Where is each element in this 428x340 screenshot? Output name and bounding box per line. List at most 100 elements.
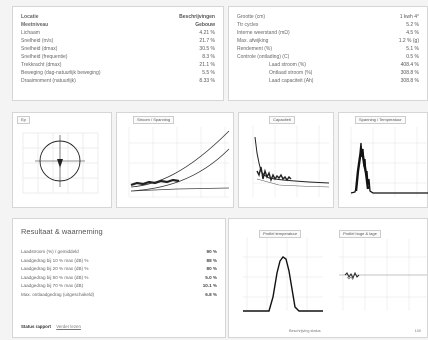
summary-right-value: 308.8 % [400,70,419,76]
summary-right-value: 5.2 % [406,22,419,28]
summary-left-label: Trekkracht (dmax) [21,62,62,68]
summary-subheader: Meetniveau Gebouw [21,21,215,29]
summary-left-label: Snelheid (frequentie) [21,54,68,60]
summary-right-row: Grootte (cm) 1 kwh 4° [237,13,419,21]
current-voltage-plot [128,127,230,198]
chart-current-voltage-title: Stroom / Spanning [133,116,175,124]
summary-right-label: Ontlaad stroom (%) [269,70,313,76]
summary-right-row: Laad stroom (%) 408.4 % [237,61,419,69]
capacity-plot [252,125,330,197]
summary-left-row: Lichaam 4.21 % [21,29,215,37]
summary-header: Locatie Beschrijvingen [21,13,215,21]
summary-right-label: Controle (ontlading) (C) [237,54,290,60]
bottom-footer-value: 100 [414,329,421,333]
summary-left-label: Snelheid (m/s) [21,38,54,44]
summary-left-value: 5.5 % [202,70,215,76]
result-row: Laadgedrag bij 50 % max (dB) % 5.0 % [21,274,217,283]
chart-voltage-temperature-title: Spanning / Temperatuur [355,116,406,124]
high-low-profile-plot [339,239,427,311]
summary-left-row: Snelheid (dmax) 30.5 % [21,45,215,53]
chart-current-voltage[interactable]: Stroom / Spanning [116,112,234,208]
summary-left-label: Lichaam [21,30,40,36]
summary-panel-right: Grootte (cm) 1 kwh 4° Ttr cycles 5.2 % Inter… [228,6,428,101]
result-value: 10.1 % [202,283,217,288]
summary-right-label: Max. afwijking [237,38,269,44]
summary-header-label: Locatie [21,14,39,20]
chart-capacity[interactable]: Capaciteit [238,112,334,208]
summary-panel-left: Locatie Beschrijvingen Meetniveau Gebouw… [12,6,224,101]
result-value: 6.8 % [205,291,217,297]
chart-high-low-profile[interactable]: Profiel hoge & lage [331,227,427,323]
result-value: 90 % [206,249,217,254]
result-label: Laadgedrag bij 20 % max (dB) % [21,266,89,271]
summary-right-label: Laad stroom (%) [269,62,306,68]
result-row: Laadgedrag bij 70 % max (dB) 10.1 % [21,282,217,291]
polar-plot [22,132,99,194]
summary-left-row: Trekkracht (dmax) 21.1 % [21,61,215,69]
result-row: Laadstroom (%) / gemiddeld 90 % [21,248,217,257]
summary-left-row: Draaimoment (natuurlijk) 8.33 % [21,77,215,85]
summary-right-row: Interne weerstand (mΩ) 4.5 % [237,29,419,37]
summary-left-row: Snelheid (frequentie) 8.3 % [21,53,215,61]
summary-right-row: Controle (ontlading) (C) 0.5 % [237,53,419,61]
summary-right-value: 1 kwh 4° [399,14,419,20]
summary-subheader-label: Meetniveau [21,22,49,28]
summary-right-value: 5.1 % [406,46,419,52]
result-label: Max. ontlaadgedrag (uitgeschakeld) [21,291,95,297]
result-row: Max. ontlaadgedrag (uitgeschakeld) 6.8 % [21,291,217,300]
summary-left-label: Beweging (dag-natuurlijk beweging) [21,70,101,76]
summary-right-value: 308.8 % [400,78,419,84]
summary-right-row: Ttr cycles 5.2 % [237,21,419,29]
result-row: Laadgedrag bij 20 % max (dB) % 80 % [21,265,217,274]
summary-right-label: Interne weerstand (mΩ) [237,30,290,36]
chart-temperature-profile[interactable]: Profiel temperatuur [233,227,327,323]
summary-right-label: Ttr cycles [237,22,259,28]
results-footer: Status rapport Verder lezen [21,324,81,329]
result-label: Laadstroom (%) / gemiddeld [21,249,79,254]
bottom-footer-label: Beschrijving status [289,329,321,333]
result-value: 88 % [206,257,217,263]
summary-left-value: 30.5 % [199,46,215,52]
result-value: 80 % [206,266,217,271]
summary-right-label: Rendement (%) [237,46,273,52]
charts-row: Ep Stroom / Spanning [12,112,428,208]
result-label: Laadgedrag bij 70 % max (dB) [21,283,84,288]
summary-left-value: 21.1 % [199,62,215,68]
summary-left-value: 4.21 % [199,30,215,36]
summary-subheader-value: Gebouw [195,22,215,28]
summary-right-row: Max. afwijking 1.2 % (g) [237,37,419,45]
bottom-charts-panel: Profiel temperatuur Profiel hoge & lage … [228,218,428,338]
results-panel: Resultaat & waarneming Laadstroom (%) / … [12,218,226,338]
summary-left-row: Snelheid (m/s) 21.7 % [21,37,215,45]
summary-right-row: Rendement (%) 5.1 % [237,45,419,53]
summary-right-row: Ontlaad stroom (%) 308.8 % [237,69,419,77]
summary-right-label: Grootte (cm) [237,14,266,20]
summary-right-value: 408.4 % [400,62,419,68]
summary-right-label: Laad capaciteit (Ah) [269,78,314,84]
temperature-profile-plot [243,237,323,312]
result-label: Laadgedrag bij 50 % max (dB) % [21,274,89,280]
chart-temperature-profile-title: Profiel temperatuur [259,230,302,238]
summary-right-value: 1.2 % (g) [398,38,419,44]
chart-polar[interactable]: Ep [12,112,112,208]
chart-polar-title: Ep [17,116,30,124]
summary-header-value: Beschrijvingen [179,14,215,20]
summary-left-label: Snelheid (dmax) [21,46,58,52]
summary-left-row: Beweging (dag-natuurlijk beweging) 5.5 % [21,69,215,77]
results-footer-label: Status rapport [21,324,52,329]
results-read-more-link[interactable]: Verder lezen [56,324,81,329]
summary-right-value: 0.5 % [406,54,419,60]
summary-left-value: 8.33 % [199,78,215,84]
results-title: Resultaat & waarneming [21,227,103,236]
voltage-temperature-plot [350,127,428,197]
summary-left-value: 8.3 % [202,54,215,60]
summary-right-value: 4.5 % [406,30,419,36]
summary-right-row: Laad capaciteit (Ah) 308.8 % [237,77,419,85]
chart-voltage-temperature[interactable]: Spanning / Temperatuur [338,112,428,208]
result-row: Laadgedrag bij 10 % max (dB) % 88 % [21,257,217,266]
result-value: 5.0 % [205,274,217,280]
chart-capacity-title: Capaciteit [269,116,295,124]
summary-left-value: 21.7 % [199,38,215,44]
result-label: Laadgedrag bij 10 % max (dB) % [21,257,89,263]
chart-high-low-profile-title: Profiel hoge & lage [339,230,381,238]
